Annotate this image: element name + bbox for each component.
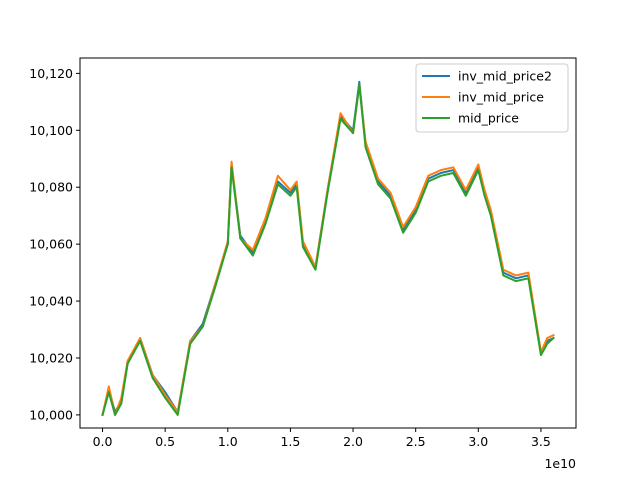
x-tick-label: 2.0 bbox=[343, 434, 363, 449]
x-tick-label: 0.5 bbox=[155, 434, 175, 449]
x-tick-label: 1.5 bbox=[280, 434, 300, 449]
legend-label-inv_mid_price: inv_mid_price bbox=[458, 90, 544, 105]
legend-label-inv_mid_price2: inv_mid_price2 bbox=[458, 69, 552, 84]
y-tick-label: 10,120 bbox=[29, 66, 73, 81]
x-tick-label: 1.0 bbox=[218, 434, 238, 449]
x-tick-label: 2.5 bbox=[406, 434, 426, 449]
legend-label-mid_price: mid_price bbox=[458, 111, 519, 126]
legend: inv_mid_price2 inv_mid_price mid_price bbox=[415, 63, 569, 133]
x-tick-label: 3.5 bbox=[531, 434, 551, 449]
plot-frame bbox=[79, 57, 577, 429]
x-tick-label: 3.0 bbox=[468, 434, 488, 449]
series-line-mid_price bbox=[101, 83, 555, 417]
x-offset-text: 1e10 bbox=[544, 456, 576, 471]
y-axis: 10,000 10,020 10,040 10,060 10,080 10,100 10,1… bbox=[29, 66, 80, 422]
x-axis: 0.0 0.5 1.0 1.5 2.0 2.5 3.0 3.5 bbox=[93, 428, 551, 449]
y-tick-label: 10,060 bbox=[29, 237, 73, 252]
series-layer bbox=[101, 80, 555, 417]
y-tick-label: 10,000 bbox=[29, 407, 73, 422]
y-tick-label: 10,040 bbox=[29, 294, 73, 309]
y-tick-label: 10,020 bbox=[29, 350, 73, 365]
y-tick-label: 10,080 bbox=[29, 180, 73, 195]
y-tick-label: 10,100 bbox=[29, 123, 73, 138]
x-tick-label: 0.0 bbox=[93, 434, 113, 449]
legend-box bbox=[415, 63, 569, 133]
